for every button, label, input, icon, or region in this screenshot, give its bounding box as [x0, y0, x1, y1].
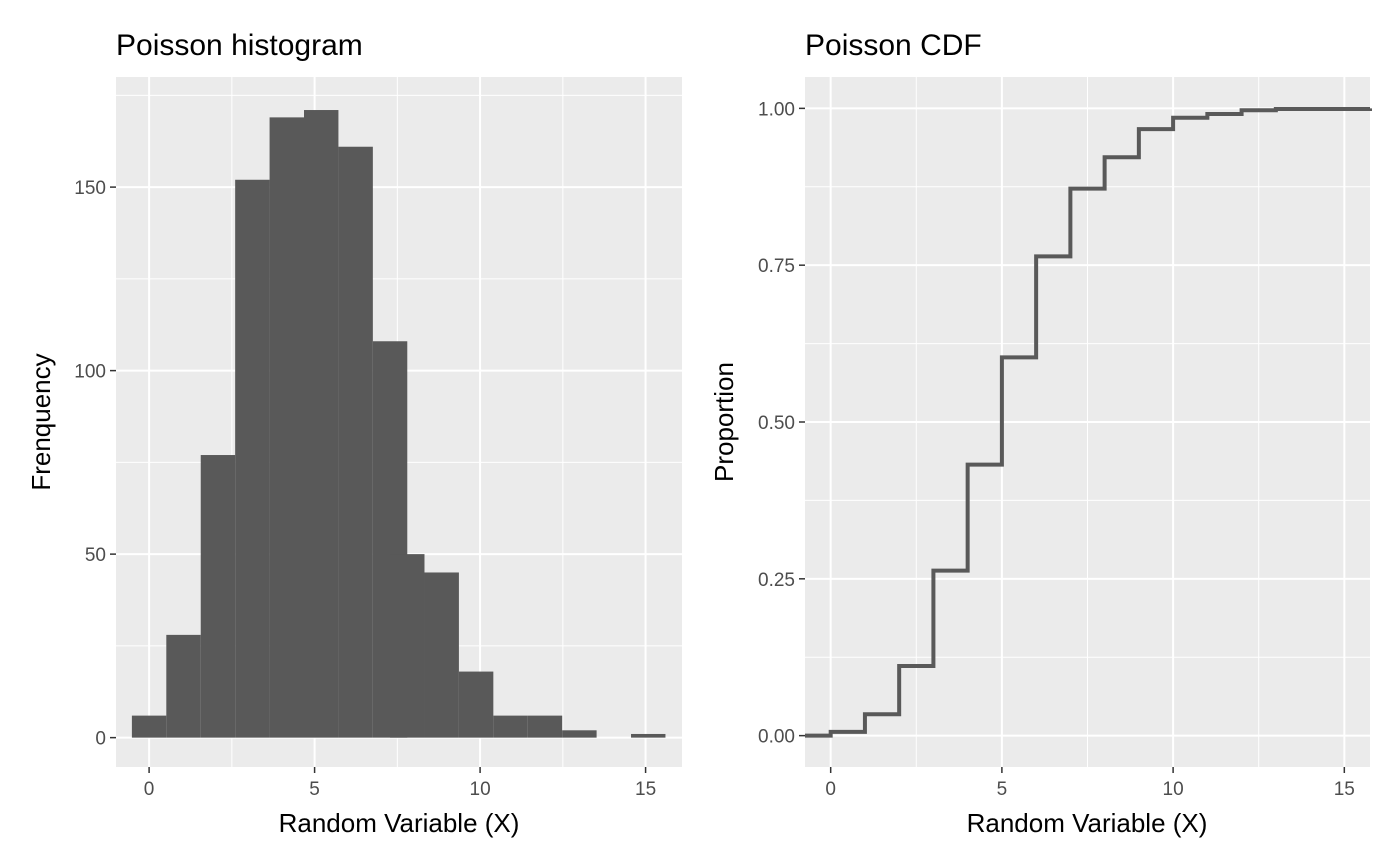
cdf-y-axis-title: Proportion — [709, 362, 739, 482]
histogram-x-ticks: 0 5 10 15 — [144, 767, 656, 800]
histogram-y-axis-title: Frenquency — [26, 353, 56, 490]
histogram-x-tick-label: 15 — [635, 779, 656, 800]
cdf-x-tick-label: 15 — [1334, 779, 1355, 800]
histogram-bar — [390, 554, 425, 738]
histogram-x-tick-label: 5 — [309, 779, 320, 800]
cdf-x-tick-label: 5 — [997, 779, 1008, 800]
cdf-title: Poisson CDF — [805, 29, 982, 62]
histogram-bar — [424, 572, 459, 738]
histogram-bar — [235, 179, 270, 738]
histogram-bar — [527, 715, 563, 738]
histogram-y-tick-label: 100 — [74, 362, 106, 383]
cdf-y-tick-label: 1.00 — [758, 99, 795, 120]
histogram-x-axis-title: Random Variable (X) — [279, 808, 520, 838]
histogram-title: Poisson histogram — [116, 29, 363, 62]
histogram-bar — [304, 110, 339, 738]
cdf-y-tick-label: 0.25 — [758, 570, 795, 591]
cdf-y-tick-label: 0.50 — [758, 413, 795, 434]
histogram-x-tick-label: 0 — [144, 779, 155, 800]
cdf-step-line — [805, 106, 1372, 738]
cdf-x-tick-label: 10 — [1163, 779, 1184, 800]
histogram-bar — [631, 733, 666, 738]
histogram-bar — [338, 146, 373, 738]
histogram-bars — [131, 110, 666, 738]
cdf-panel: Poisson CDF 0.000.250.500.751.00 0 5 10 15 … — [709, 29, 1372, 838]
histogram-bar — [200, 455, 236, 738]
histogram-y-tick-label: 0 — [95, 729, 106, 750]
cdf-y-tick-label: 0.00 — [758, 727, 795, 748]
histogram-bar — [562, 730, 597, 738]
cdf-x-tick-label: 0 — [825, 779, 836, 800]
histogram-x-tick-label: 10 — [470, 779, 491, 800]
histogram-y-tick-label: 150 — [74, 178, 106, 199]
cdf-y-ticks: 0.00 0.25 0.50 0.75 1.00 — [758, 99, 805, 748]
histogram-panel: Poisson histogram 0 50 100 150 0 5 10 15 Rando… — [26, 29, 682, 838]
cdf-x-ticks: 0 5 10 15 — [825, 767, 1355, 800]
histogram-bar — [458, 671, 494, 738]
histogram-y-ticks: 0 50 100 150 — [74, 178, 116, 750]
histogram-bar — [269, 117, 305, 738]
cdf-x-axis-title: Random Variable (X) — [967, 808, 1208, 838]
histogram-bar — [493, 715, 528, 738]
histogram-bar — [166, 634, 201, 738]
histogram-bar — [131, 715, 167, 738]
histogram-y-tick-label: 50 — [85, 545, 106, 566]
cdf-y-tick-label: 0.75 — [758, 256, 795, 277]
